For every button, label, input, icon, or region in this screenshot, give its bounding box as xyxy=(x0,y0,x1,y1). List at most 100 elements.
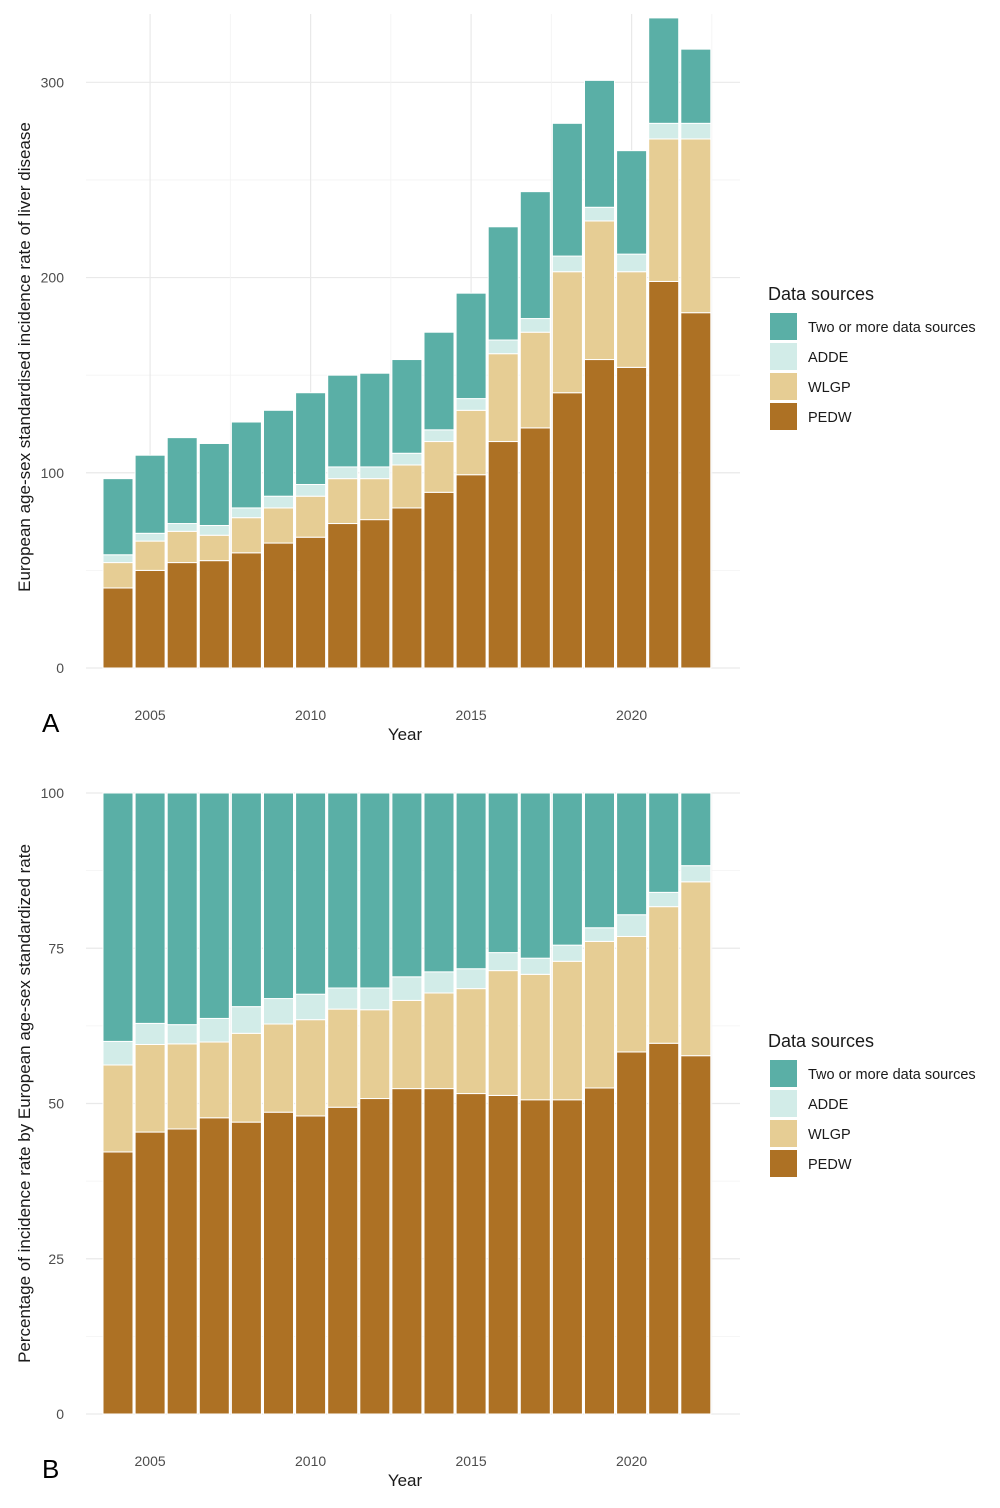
panel-label: A xyxy=(42,708,60,738)
bar-segment xyxy=(616,253,648,273)
bar-segment xyxy=(230,552,262,669)
bar-segment xyxy=(359,1098,391,1415)
bar-segment xyxy=(327,1008,359,1108)
bar-segment xyxy=(584,792,615,929)
bar-segment xyxy=(166,1128,198,1415)
bar-segment xyxy=(391,999,423,1090)
y-axis-title: European age-sex standardised incidence … xyxy=(15,122,34,592)
bar-segment xyxy=(134,1044,166,1133)
legend-title: Data sources xyxy=(768,1031,874,1051)
bar-segment xyxy=(423,491,455,669)
bar-segment xyxy=(359,1009,391,1100)
bar-segment xyxy=(648,1042,680,1415)
bar-segment xyxy=(519,957,551,975)
bar-segment xyxy=(263,998,294,1025)
bar-segment xyxy=(263,1111,294,1415)
bar-segment xyxy=(198,1017,230,1043)
bar-segment xyxy=(455,398,487,411)
bar-segment xyxy=(263,1023,294,1113)
bar-segment xyxy=(327,466,359,480)
bar-segment xyxy=(551,255,583,273)
bar-segment xyxy=(487,970,519,1096)
bar-segment xyxy=(263,507,294,544)
bar-segment xyxy=(519,973,551,1101)
legend-label: Two or more data sources xyxy=(808,1067,976,1083)
bar-segment xyxy=(551,944,583,962)
bar-segment xyxy=(134,1022,166,1046)
bar-segment xyxy=(487,226,519,341)
y-tick-label: 300 xyxy=(41,74,65,90)
bar-segment xyxy=(230,507,262,519)
bar-segment xyxy=(166,562,198,669)
bar-segment xyxy=(551,271,583,394)
bar-segment xyxy=(327,987,359,1010)
legend-label: ADDE xyxy=(808,350,849,366)
bar-segment xyxy=(616,935,648,1053)
bar-segment xyxy=(166,437,198,525)
bar-segment xyxy=(519,331,551,429)
legend-label: Two or more data sources xyxy=(808,320,976,336)
bar-segment xyxy=(551,792,583,946)
bar-segment xyxy=(487,339,519,355)
bar-segment xyxy=(616,1051,648,1415)
bar-segment xyxy=(230,1032,262,1123)
bar-segment xyxy=(616,150,648,255)
legend-key xyxy=(770,1060,797,1087)
bar-segment xyxy=(359,987,391,1011)
bars xyxy=(102,792,712,1415)
bar-segment xyxy=(230,517,262,554)
x-tick-label: 2005 xyxy=(135,1453,166,1469)
panel-label: B xyxy=(42,1454,59,1484)
x-tick-label: 2010 xyxy=(295,1453,326,1469)
bar-segment xyxy=(584,79,615,208)
bar-segment xyxy=(327,478,359,525)
bar-segment xyxy=(391,507,423,669)
bar-segment xyxy=(423,792,455,973)
bar-segment xyxy=(680,792,712,867)
bar-segment xyxy=(198,1117,230,1415)
bar-segment xyxy=(102,478,134,556)
x-axis-title: Year xyxy=(388,1471,423,1490)
bar-segment xyxy=(551,960,583,1101)
legend-key xyxy=(770,313,797,340)
bar-segment xyxy=(134,569,166,669)
bar-segment xyxy=(616,366,648,669)
bar-segment xyxy=(391,1088,423,1415)
bar-segment xyxy=(359,478,391,521)
legend: Data sources Two or more data sources ADDE… xyxy=(768,284,976,430)
bar-segment xyxy=(519,191,551,320)
bar-segment xyxy=(487,792,519,954)
bar-segment xyxy=(680,138,712,314)
bars xyxy=(102,17,712,669)
bar-segment xyxy=(102,1064,134,1153)
bar-segment xyxy=(391,359,423,454)
bar-segment xyxy=(102,1040,134,1066)
y-tick-label: 0 xyxy=(56,1406,64,1422)
bar-segment xyxy=(616,271,648,368)
bar-segment xyxy=(327,1106,359,1415)
bar-segment xyxy=(487,353,519,443)
legend-title: Data sources xyxy=(768,284,874,304)
bar-segment xyxy=(680,881,712,1057)
bar-segment xyxy=(391,792,423,978)
bar-segment xyxy=(263,542,294,669)
bar-segment xyxy=(198,560,230,669)
legend-label: WLGP xyxy=(808,380,851,396)
legend-label: ADDE xyxy=(808,1097,849,1113)
y-tick-label: 25 xyxy=(48,1251,64,1267)
bar-segment xyxy=(230,792,262,1008)
bar-segment xyxy=(359,466,391,480)
legend: Data sources Two or more data sources ADDE… xyxy=(768,1031,976,1177)
bar-segment xyxy=(584,359,615,669)
bar-segment xyxy=(487,441,519,669)
bar-segment xyxy=(584,1087,615,1415)
bar-segment xyxy=(263,495,294,509)
chart-panel-a: 0 100 200 300 2005 2010 2015 2020 Year European a… xyxy=(15,14,976,744)
bar-segment xyxy=(134,540,166,571)
bar-segment xyxy=(455,792,487,970)
bar-segment xyxy=(295,993,327,1021)
bar-segment xyxy=(166,792,198,1026)
bar-segment xyxy=(423,992,455,1090)
